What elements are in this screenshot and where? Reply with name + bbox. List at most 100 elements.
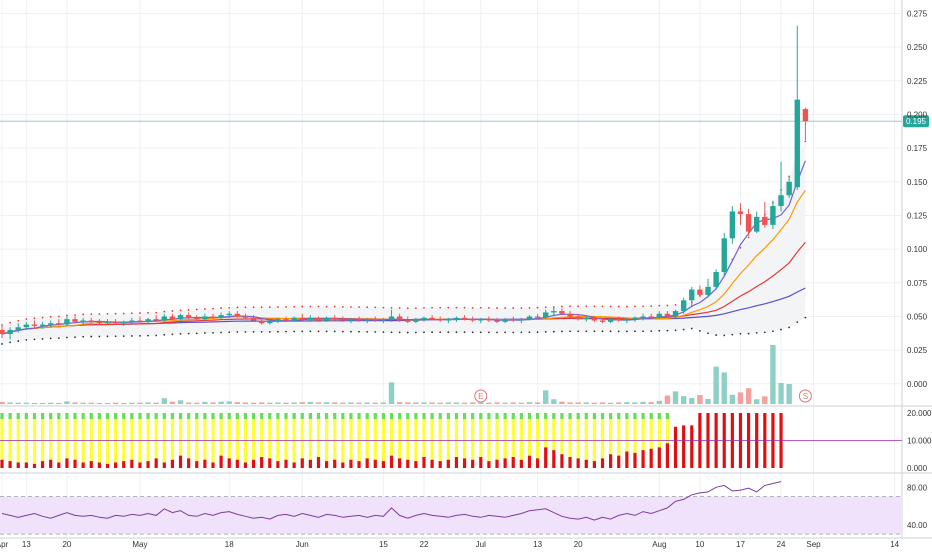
volume-bar — [348, 402, 354, 404]
candle-body — [616, 319, 622, 321]
lower-band-dot — [755, 331, 758, 334]
lower-band-dot — [195, 332, 198, 335]
lower-band-dot — [625, 330, 628, 333]
lower-band-dot — [49, 337, 52, 340]
candle-body — [526, 316, 533, 320]
oscillator-bar-cap — [138, 413, 142, 419]
volume-bar — [583, 402, 589, 404]
candle-body — [713, 272, 719, 287]
upper-band-dot — [333, 305, 336, 308]
envelope-band-fill — [2, 141, 806, 344]
upper-band-dot — [277, 306, 279, 308]
oscillator-bar-cap — [195, 413, 199, 419]
lower-band-dot — [25, 338, 28, 341]
candle-body — [112, 321, 119, 324]
candle-body — [672, 311, 679, 317]
oscillator-bar-low — [284, 459, 288, 468]
upper-band-dot — [179, 309, 182, 312]
volume-bar — [762, 396, 768, 404]
oscillator-bar-base — [49, 419, 53, 460]
upper-band-dot — [195, 308, 198, 311]
candle-body — [0, 329, 5, 334]
oscillator-bar-low — [73, 459, 77, 468]
oscillator-bar-cap — [89, 413, 93, 419]
lower-band-dot — [333, 330, 336, 333]
volume-bar — [624, 402, 630, 404]
upper-band-dot — [147, 311, 149, 314]
volume-bar — [551, 399, 557, 404]
lower-band-dot — [171, 333, 174, 336]
price-axis-tick: 0.100 — [907, 245, 928, 254]
time-axis-tick: Sep — [806, 540, 821, 549]
upper-band-dot — [106, 312, 109, 315]
candle-body — [461, 317, 468, 320]
candle-body — [624, 319, 630, 321]
candle-body — [478, 319, 484, 321]
oscillator-bar-cap — [609, 413, 613, 419]
oscillator-bar-low — [414, 461, 418, 468]
rsi-line — [1, 481, 782, 521]
lower-band-dot — [33, 338, 36, 341]
volume-bar — [453, 402, 460, 404]
oscillator-bar-low — [81, 462, 85, 468]
volume-bar — [226, 401, 232, 404]
candle-body — [250, 317, 257, 321]
candle-body — [664, 313, 671, 317]
oscillator-bar-low — [97, 462, 101, 468]
time-axis-tick: 14 — [890, 540, 899, 549]
lower-band-dot — [260, 330, 263, 333]
oscillator-bar-low — [8, 461, 12, 468]
volume-bar — [210, 402, 216, 404]
oscillator-bar-low — [600, 458, 605, 468]
oscillator-bar-base — [471, 419, 475, 460]
lower-band-dot — [106, 335, 109, 338]
oscillator-bar-base — [389, 419, 394, 456]
volume-bar — [88, 402, 94, 404]
upper-band-dot — [544, 306, 547, 309]
volume-bar — [689, 397, 695, 404]
upper-band-dot — [593, 305, 596, 308]
lower-band-dot — [569, 330, 571, 333]
upper-band-dot — [17, 319, 20, 322]
oscillator-bar-base — [398, 419, 402, 459]
volume-bar — [616, 402, 622, 404]
volume-bar — [364, 402, 370, 404]
oscillator-bar-low — [243, 462, 248, 468]
candle-body — [299, 317, 305, 320]
volume-bar — [526, 402, 533, 404]
oscillator-bar-low — [16, 462, 20, 468]
candle-body — [129, 320, 135, 322]
upper-band-dot — [74, 314, 76, 316]
upper-band-dot — [252, 306, 255, 309]
lower-band-dot — [666, 329, 669, 332]
price-axis-tick: 0.225 — [907, 77, 928, 86]
oscillator-bar-cap — [268, 413, 272, 419]
oscillator-bar-low — [389, 455, 394, 468]
lower-band-dot — [423, 331, 425, 334]
volume-bar — [445, 402, 452, 404]
upper-band-dot — [650, 305, 653, 307]
lower-band-dot — [122, 335, 125, 338]
price-axis-tick: 0.000 — [907, 380, 928, 389]
volume-bar — [413, 402, 419, 404]
oscillator-bar-low — [617, 455, 621, 468]
upper-band-dot — [496, 307, 498, 309]
volume-bar — [721, 372, 727, 404]
oscillator-bar-base — [154, 419, 158, 459]
time-axis-tick: 13 — [533, 540, 542, 549]
oscillator-bar-low — [609, 454, 613, 468]
upper-band-dot — [561, 305, 563, 308]
candle-body — [210, 316, 216, 318]
lower-band-dot — [139, 334, 141, 337]
lower-band-dot — [350, 330, 352, 333]
lower-band-dot — [763, 331, 766, 334]
lower-band-dot — [147, 334, 149, 337]
volume-bar — [421, 402, 427, 404]
lower-band-dot — [366, 330, 369, 333]
oscillator-bar-low — [625, 451, 629, 468]
oscillator-bar-cap — [154, 413, 158, 419]
upper-band-dot — [642, 305, 644, 308]
lower-band-dot — [682, 328, 685, 331]
volume-bar — [494, 402, 500, 404]
